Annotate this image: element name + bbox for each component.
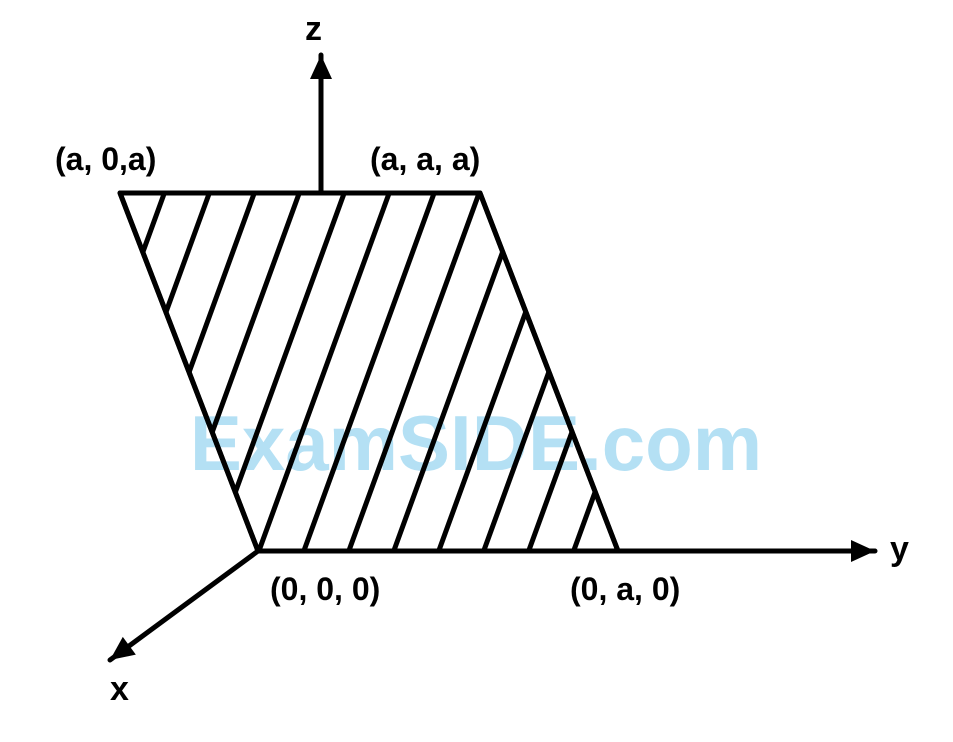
diagram-svg: ExamSIDE.comzyx(a, 0,a)(a, a, a)(0, 0, 0… <box>0 0 953 742</box>
z-axis-label: z <box>305 10 322 48</box>
coord-label: (a, 0,a) <box>55 141 156 177</box>
x-axis-label: x <box>110 670 129 708</box>
coord-label: (0, 0, 0) <box>270 571 380 607</box>
coord-label: (0, a, 0) <box>570 571 680 607</box>
coord-label: (a, a, a) <box>370 141 480 177</box>
y-axis-label: y <box>890 530 909 568</box>
